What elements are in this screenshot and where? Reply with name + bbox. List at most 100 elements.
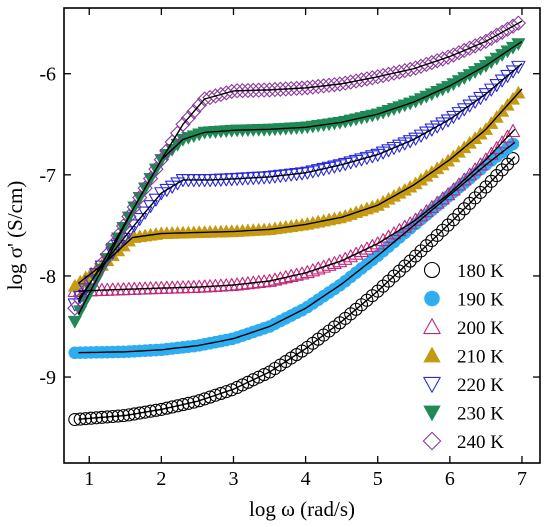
- legend-marker: [423, 405, 441, 422]
- legend-item: 220 K: [423, 375, 504, 396]
- legend-item: 190 K: [424, 290, 504, 311]
- data-point: [138, 405, 152, 419]
- fit-line: [77, 63, 523, 300]
- data-point: [67, 315, 82, 329]
- data-point: [143, 200, 158, 214]
- data-point: [159, 183, 174, 197]
- legend-item: 210 K: [423, 346, 504, 368]
- y-tick-label: -8: [39, 266, 56, 288]
- data-point: [484, 83, 499, 97]
- data-point: [440, 114, 456, 128]
- data-point: [283, 81, 299, 97]
- data-point: [165, 180, 180, 194]
- data-point: [154, 187, 169, 201]
- data-point: [149, 403, 163, 417]
- data-point: [354, 244, 369, 258]
- data-point: [408, 212, 423, 226]
- x-tick-label: 7: [517, 468, 527, 490]
- legend: 180 K 190 K 200 K 210 K 220 K 230 K 240 K: [422, 261, 504, 453]
- data-point: [478, 88, 494, 102]
- data-point: [240, 82, 256, 99]
- data-point: [419, 204, 434, 218]
- data-point: [505, 124, 521, 138]
- x-tick-label: 5: [373, 468, 383, 490]
- series-240-k: [67, 15, 527, 316]
- data-point: [359, 241, 375, 255]
- data-point: [142, 170, 159, 187]
- data-point: [175, 116, 191, 132]
- legend-marker: [423, 346, 441, 363]
- data-point: [115, 218, 132, 234]
- data-point: [386, 226, 402, 240]
- series-190-k: [68, 137, 520, 360]
- data-point: [110, 227, 126, 244]
- data-point: [451, 107, 467, 121]
- legend-label: 210 K: [457, 347, 504, 368]
- x-axis-label: log ω (rad/s): [249, 497, 355, 521]
- data-point: [165, 400, 179, 414]
- data-point: [457, 103, 472, 117]
- data-point: [288, 80, 305, 97]
- legend-item: 230 K: [423, 404, 504, 425]
- x-tick-label: 1: [84, 468, 94, 490]
- data-point: [462, 99, 477, 113]
- data-point: [343, 249, 358, 263]
- fit-line: [78, 156, 516, 420]
- legend-label: 180 K: [457, 261, 504, 282]
- data-point: [133, 406, 147, 420]
- data-point: [261, 82, 278, 98]
- data-point: [267, 81, 283, 98]
- data-point: [256, 82, 272, 98]
- data-point: [126, 199, 142, 215]
- data-point: [127, 407, 141, 421]
- data-point: [160, 401, 174, 415]
- fit-line: [77, 20, 523, 303]
- fit-line: [78, 141, 516, 354]
- fit-line: [77, 88, 523, 284]
- data-point: [506, 151, 520, 166]
- data-point: [132, 189, 148, 206]
- x-tick-label: 3: [228, 468, 238, 490]
- data-point: [348, 246, 364, 260]
- fit-line: [78, 128, 516, 292]
- legend-marker: [423, 376, 441, 393]
- data-point: [171, 399, 185, 413]
- data-point: [251, 82, 267, 98]
- data-point: [224, 83, 240, 100]
- data-point: [229, 83, 245, 99]
- data-point: [338, 251, 353, 265]
- data-point: [148, 193, 164, 207]
- data-point: [370, 236, 385, 250]
- data-point: [278, 81, 294, 97]
- data-point: [489, 79, 504, 92]
- data-point: [467, 95, 483, 109]
- y-tick-label: -9: [39, 367, 56, 389]
- data-point: [137, 180, 153, 196]
- data-point: [457, 172, 472, 186]
- plot-area: [67, 15, 527, 427]
- data-point: [510, 15, 527, 31]
- data-point: [446, 110, 461, 124]
- legend-label: 230 K: [457, 404, 504, 425]
- plot-frame: [63, 7, 541, 464]
- data-point: [392, 223, 407, 237]
- legend-item: 200 K: [423, 318, 504, 339]
- legend-label: 220 K: [457, 375, 504, 396]
- axes: 1 2 3 4 5 6 7 -9 -8 -7 -6: [39, 7, 541, 490]
- legend-label: 200 K: [457, 318, 504, 339]
- legend-marker: [422, 431, 442, 451]
- data-point: [170, 177, 185, 191]
- data-point: [122, 408, 136, 422]
- data-point: [191, 97, 207, 113]
- data-point: [245, 82, 261, 99]
- data-point: [121, 226, 137, 240]
- data-point: [381, 229, 396, 243]
- y-tick-label: -7: [39, 165, 56, 187]
- x-tick-label: 6: [445, 468, 455, 490]
- data-point: [121, 208, 137, 225]
- y-tick-label: -6: [39, 64, 56, 86]
- legend-marker: [423, 318, 441, 335]
- data-point: [467, 162, 483, 176]
- x-tick-label: 4: [301, 468, 311, 490]
